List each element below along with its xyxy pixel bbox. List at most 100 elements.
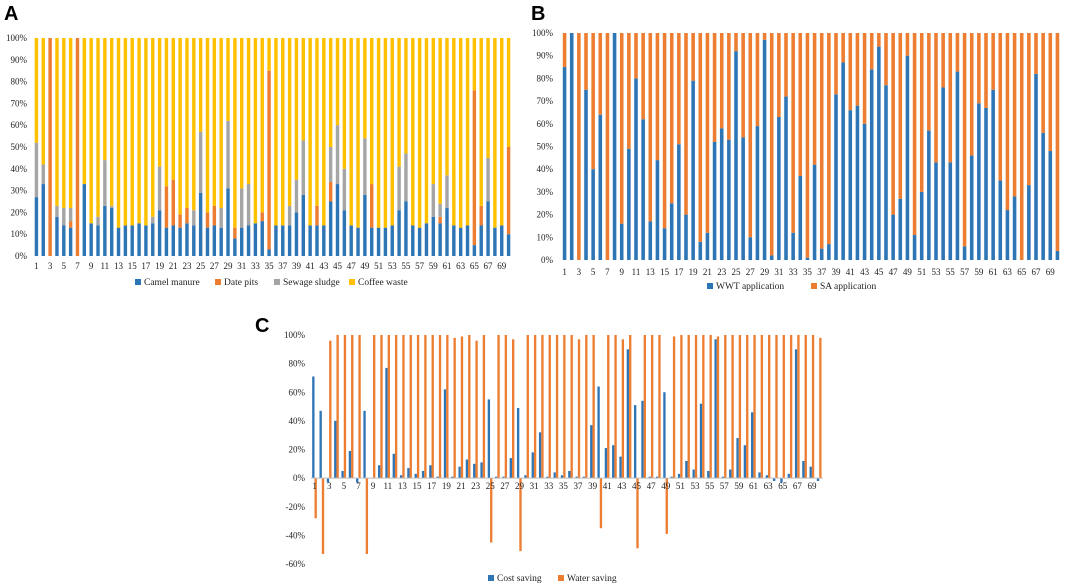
bar-sa-application [934,33,938,163]
bar-coffee-waste [178,38,182,215]
bar-camel-manure [62,225,66,256]
bar-date-pits [185,208,189,224]
bar-water-saving [658,335,661,479]
bar-wwt-application [677,144,681,260]
bar-wwt-application [805,257,810,260]
bar-sa-application [955,33,960,72]
x-tick-label: 33 [544,481,554,491]
bar-cost-saving [538,432,542,479]
bar-cost-saving [758,472,761,479]
bar-wwt-application [919,191,924,260]
bar-camel-manure [404,201,408,256]
x-tick-label: 11 [383,481,392,491]
bar-sa-application [791,33,795,233]
bar-cost-saving [399,475,403,479]
bar-camel-manure [308,225,312,256]
y-tick-label: 20% [11,207,28,217]
bar-camel-manure [219,227,223,256]
bar-water-saving [650,335,654,479]
x-tick-label: 59 [734,481,744,491]
bar-water-saving [570,335,573,479]
bar-wwt-application [1012,196,1017,260]
x-tick-label: 49 [360,261,370,271]
x-tick-label: 55 [946,267,956,277]
bar-water-saving [365,478,369,554]
bar-camel-manure [178,227,182,256]
bar-camel-manure [239,227,244,256]
bar-water-saving [416,335,420,479]
bar-water-saving [782,335,785,479]
bar-coffee-waste [171,38,175,180]
bar-water-saving [797,335,800,479]
bar-sewage-sludge [109,205,114,209]
bar-camel-manure [205,227,210,256]
bar-sewage-sludge [363,138,367,195]
x-tick-label: 63 [456,261,466,271]
bar-water-saving [438,335,442,479]
bar-cost-saving [319,410,322,479]
bar-coffee-waste [260,38,264,213]
x-tick-label: 23 [717,267,727,277]
panel-a: A0%10%20%30%40%50%60%70%80%90%100%1 3 5 7 9 1… [4,3,511,288]
bar-camel-manure [185,223,189,256]
bar-cost-saving [809,466,812,479]
x-tick-label: 69 [497,261,507,271]
x-tick-label: 31 [530,481,539,491]
y-tick-label: 100% [6,33,28,43]
bar-water-saving [614,335,617,479]
bar-cost-saving [699,403,703,479]
bar-camel-manure [315,225,319,256]
bar-water-saving [336,335,339,479]
bar-water-saving [775,335,778,479]
bar-cost-saving [443,389,447,479]
bar-date-pits [267,70,271,250]
bar-coffee-waste [335,38,340,126]
x-tick-label: 69 [808,481,818,491]
bar-cost-saving [502,476,505,479]
bar-sa-application [755,33,760,127]
bar-cost-saving [729,469,732,479]
bar-water-saving [760,335,764,479]
bar-cost-saving [509,458,512,479]
bar-sa-application [619,33,624,224]
bar-water-saving [446,335,449,479]
bar-cost-saving [356,478,359,483]
bar-cost-saving [348,450,352,479]
legend-label: Water saving [567,574,617,584]
bar-water-saving [402,335,405,479]
bar-coffee-waste [212,38,217,206]
x-tick-label: 1 [312,481,317,491]
x-tick-label: 9 [619,267,624,277]
bar-sa-application [805,33,810,258]
bar-date-pits [260,212,264,222]
bar-wwt-application [998,180,1003,260]
bar-water-saving [424,335,427,479]
x-tick-label: 63 [1003,267,1013,277]
legend-swatch [349,279,355,285]
bar-camel-manure [192,225,196,256]
bar-sewage-sludge [55,205,59,217]
bar-coffee-waste [397,38,401,167]
bar-wwt-application [927,130,931,260]
bar-sewage-sludge [68,208,73,222]
bar-sa-application [634,33,638,79]
bar-water-saving [497,335,500,479]
bar-sa-application [905,33,910,56]
bar-date-pits [438,216,442,224]
bar-sa-application [584,33,588,90]
bar-coffee-waste [96,38,100,217]
x-tick-label: 21 [703,267,712,277]
x-tick-label: 61 [442,261,451,271]
x-tick-label: 37 [278,261,288,271]
bar-sa-application [812,33,817,165]
x-tick-label: 65 [470,261,480,271]
bar-sewage-sludge [294,179,299,213]
bar-water-saving [358,335,361,479]
bar-cost-saving [429,465,432,479]
x-tick-label: 45 [333,261,343,271]
bar-camel-manure [294,212,299,256]
bar-date-pits [75,38,80,256]
x-tick-label: 29 [515,481,525,491]
bar-sa-application [562,33,567,68]
bar-coffee-waste [82,38,87,185]
